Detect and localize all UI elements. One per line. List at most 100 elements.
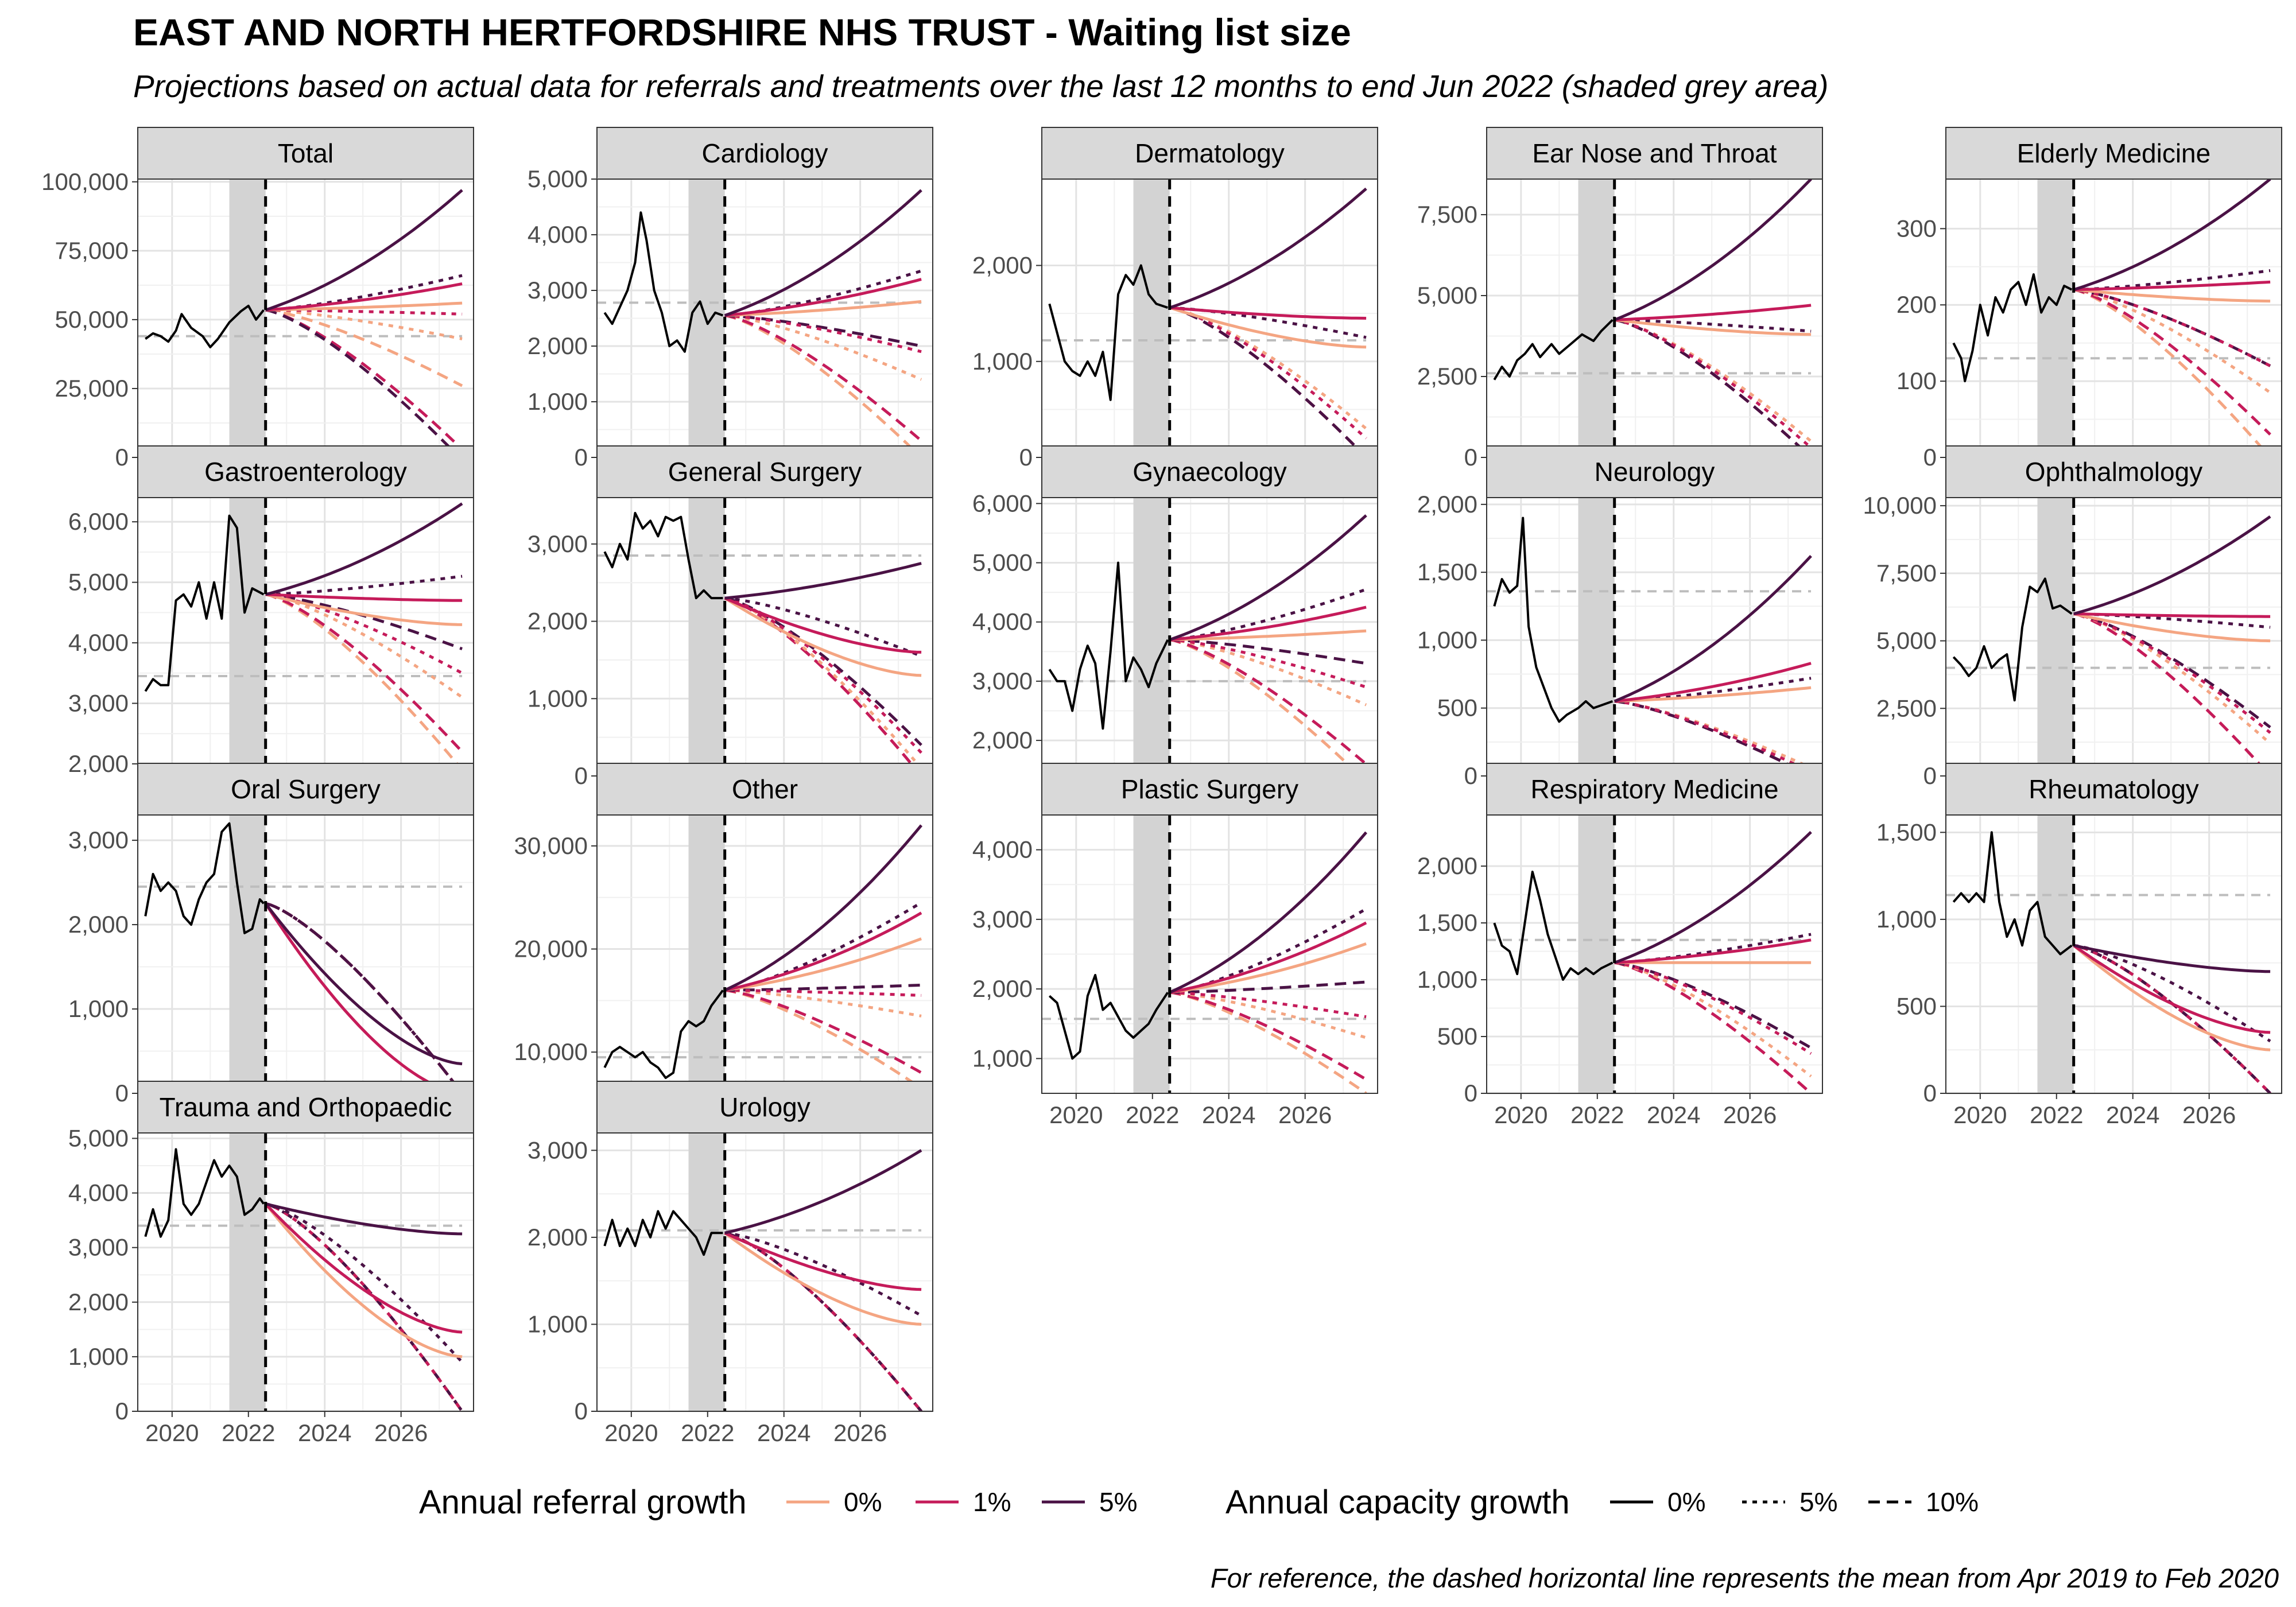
- chart-footnote: For reference, the dashed horizontal lin…: [1210, 1563, 2279, 1593]
- panel-background: [138, 498, 474, 776]
- shaded-period: [229, 179, 266, 457]
- projection-ref1-cap5: [1614, 700, 1812, 774]
- x-tick-label: 2026: [1278, 1101, 1332, 1128]
- projection-ref0-cap0: [1169, 306, 1367, 349]
- strip: [137, 1081, 474, 1134]
- y-tick-label: 25,000: [55, 375, 129, 402]
- y-tick-label: 5,000: [68, 569, 129, 596]
- panel-elderly-medicine: Elderly Medicine 0 100 200 300: [1896, 127, 2282, 471]
- projection-ref0-cap10: [1169, 638, 1363, 776]
- projection-ref1-cap10: [724, 314, 922, 442]
- panel-rheumatology: Rheumatology 0 500 1,000 1,500 2020 2022 2024 20…: [1876, 763, 2282, 1128]
- legend-capacity-label: 0%: [1667, 1487, 1705, 1517]
- projection-ref5-cap10: [2073, 612, 2271, 729]
- projection-ref1-cap0: [724, 278, 922, 317]
- projection-ref5-cap0: [1614, 554, 1812, 703]
- panel-gynaecology: Gynaecology 2,000 3,000 4,000 5,000 6,000: [972, 445, 1378, 777]
- projection-lines: [2073, 944, 2271, 1093]
- panel-background: [597, 1133, 933, 1411]
- x-tick-label: 2026: [374, 1419, 428, 1446]
- y-tick-label: 1,000: [1417, 626, 1477, 653]
- y-tick-label: 2,000: [528, 332, 588, 359]
- projection-ref5-cap10: [724, 314, 922, 348]
- projection-ref5-cap0: [724, 824, 923, 992]
- actual-history-line: [1048, 973, 1169, 1060]
- y-tick-label: 20,000: [514, 936, 588, 962]
- panel-border: [596, 1132, 933, 1412]
- y-tick-label: 3,000: [68, 1234, 129, 1261]
- projection-ref1-cap5: [2073, 612, 2271, 734]
- y-tick-label: 5,000: [1876, 627, 1937, 654]
- x-tick-label: 2026: [1723, 1101, 1777, 1128]
- panel-background: [1487, 815, 1822, 1093]
- projection-ref1-cap0: [2073, 944, 2271, 1034]
- x-tick-label: 2022: [1570, 1101, 1624, 1128]
- panel-neurology: Neurology 0 500 1,000 1,500 2,000: [1417, 445, 1823, 789]
- strip-label: Cardiology: [702, 138, 828, 168]
- shaded-period: [688, 1133, 725, 1411]
- y-tick-label: 1,000: [528, 685, 588, 712]
- projection-ref0-cap0: [2073, 612, 2271, 643]
- panel-dermatology: Dermatology 0 1,000 2,000: [972, 127, 1378, 471]
- projection-ref5-cap0: [2073, 515, 2271, 615]
- y-tick-label: 10,000: [514, 1038, 588, 1065]
- projection-ref5-cap0: [1169, 187, 1367, 309]
- projection-ref5-cap10: [724, 1231, 923, 1411]
- projection-ref5-cap10: [724, 983, 922, 992]
- projection-ref1-cap0: [724, 596, 922, 654]
- strip-label: Rheumatology: [2029, 774, 2199, 804]
- projection-ref1-cap10: [2073, 612, 2271, 776]
- projection-ref1-cap0: [1169, 921, 1367, 994]
- y-tick-label: 2,000: [68, 750, 129, 777]
- projection-ref5-cap10: [1169, 638, 1367, 665]
- projection-ref5-cap0: [265, 502, 463, 596]
- strip-label: Trauma and Orthopaedic: [160, 1092, 452, 1122]
- shaded-period: [229, 815, 266, 1093]
- projection-ref0-cap0: [724, 937, 922, 992]
- x-tick-label: 2022: [2030, 1101, 2083, 1128]
- projection-ref5-cap5: [265, 575, 463, 596]
- y-tick-label: 1,000: [1876, 906, 1937, 933]
- y-tick-label: 1,000: [972, 1045, 1033, 1072]
- shaded-period: [1133, 179, 1170, 457]
- y-tick-label: 100,000: [41, 168, 129, 195]
- shaded-period: [1578, 498, 1615, 776]
- projection-ref0-cap0: [724, 300, 922, 317]
- projection-ref1-cap10: [265, 593, 463, 753]
- projection-lines: [2073, 179, 2271, 457]
- y-tick-label: 1,500: [1417, 909, 1477, 936]
- projection-ref0-cap10: [2073, 288, 2271, 457]
- projection-lines: [2073, 515, 2271, 776]
- panel-background: [138, 1133, 474, 1411]
- y-tick-label: 2,000: [972, 975, 1033, 1002]
- x-tick-label: 2022: [222, 1419, 275, 1446]
- y-tick-label: 1,000: [972, 348, 1033, 375]
- y-tick-label: 0: [1464, 1080, 1477, 1107]
- y-tick-label: 4,000: [972, 836, 1033, 863]
- strip: [1486, 445, 1823, 498]
- x-tick-label: 2022: [681, 1419, 734, 1446]
- y-tick-label: 30,000: [514, 832, 588, 859]
- actual-history-line: [1493, 871, 1614, 981]
- strip: [1945, 127, 2282, 180]
- projection-ref1-cap10: [1169, 638, 1367, 766]
- y-tick-label: 500: [1896, 992, 1937, 1019]
- projection-ref1-cap0: [1169, 306, 1367, 320]
- y-tick-label: 2,000: [68, 911, 129, 938]
- y-tick-label: 0: [575, 1398, 588, 1424]
- y-tick-label: 50,000: [55, 306, 129, 333]
- projection-lines: [265, 502, 464, 771]
- projection-ref1-cap0: [2073, 612, 2271, 618]
- projection-ref5-cap0: [1169, 831, 1367, 994]
- projection-lines: [1169, 831, 1367, 1093]
- y-tick-label: 5,000: [1417, 282, 1477, 309]
- strip: [137, 445, 474, 498]
- projection-ref1-cap10: [265, 308, 463, 451]
- projection-lines: [724, 562, 923, 776]
- actual-history-line: [1952, 831, 2073, 956]
- shaded-period: [1578, 815, 1615, 1093]
- panel-background: [1487, 498, 1822, 776]
- projection-ref5-cap0: [1169, 514, 1367, 642]
- projection-lines: [1169, 514, 1367, 776]
